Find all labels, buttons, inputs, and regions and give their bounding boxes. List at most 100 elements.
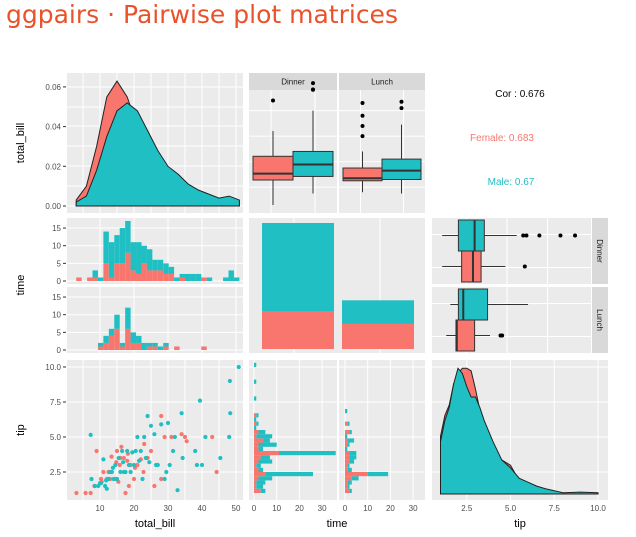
hist-bar-male	[163, 263, 169, 274]
y-tick-label: 5.0	[50, 433, 62, 442]
facet-strip-label: Lunch	[371, 78, 393, 87]
y-tick-label: 0.06	[45, 83, 61, 92]
scatter-point-male	[172, 434, 177, 440]
hist-bar-male	[174, 277, 180, 281]
y-tick-label: 5	[57, 259, 62, 268]
outlier-point	[311, 87, 315, 92]
hist-bar-female	[146, 346, 153, 350]
hist-bar-female	[97, 346, 104, 350]
outlier-point	[360, 113, 365, 118]
hist-bar-female	[254, 434, 257, 439]
x-tick-label: 7.5	[549, 504, 561, 513]
scatter-point-female	[141, 469, 146, 475]
scatter-point-male	[104, 486, 109, 491]
hist-bar-female	[163, 273, 169, 281]
scatter-point-female	[159, 413, 164, 419]
y-tick-label: 0.00	[45, 202, 61, 211]
x-tick-label: 2.5	[461, 504, 473, 513]
hist-bar-female	[87, 277, 93, 281]
y-tick-label: 10	[52, 242, 61, 251]
scatter-point-male	[194, 462, 199, 468]
hist-bar-male	[347, 463, 350, 468]
x-tick-label: 20	[386, 504, 395, 513]
hist-bar-male	[345, 434, 348, 439]
hist-bar-female	[92, 277, 98, 281]
boxplot-female	[455, 319, 476, 352]
y-tick-label: 15	[52, 224, 61, 233]
outlier-point	[399, 99, 404, 104]
scatter-point-female	[126, 483, 131, 489]
scatter-point-male	[138, 448, 143, 454]
outlier-point	[537, 233, 542, 238]
hist-bar-male	[278, 451, 336, 456]
scatter-point-male	[131, 462, 137, 468]
hist-bar-male	[347, 467, 352, 472]
y-tick-label: 0	[57, 277, 62, 286]
hist-bar-male	[349, 488, 352, 493]
x-axis-title: tip	[514, 518, 526, 530]
hist-bar-female	[254, 484, 257, 489]
facet-strip-label: Dinner	[281, 78, 305, 87]
scatter-point-male	[145, 413, 150, 419]
hist-bar-female	[345, 459, 350, 464]
scatter-point-male	[175, 488, 180, 493]
hist-bar-female	[254, 442, 259, 447]
scatter-point-female	[148, 448, 154, 454]
hist-bar-male	[136, 335, 142, 343]
hist-bar-female	[119, 263, 126, 281]
scatter-point-female	[88, 490, 93, 496]
hist-bar-female	[254, 467, 259, 472]
hist-bar-female	[119, 346, 126, 350]
hist-bar-female	[254, 446, 259, 451]
hist-bar-female	[345, 455, 350, 460]
hist-bar-male	[103, 335, 109, 343]
hist-bar-female	[254, 463, 257, 468]
scatter-point-male	[148, 423, 154, 428]
facet-strip-label: Lunch	[595, 309, 604, 331]
hist-bar-female	[163, 346, 169, 350]
hist-bar-female	[103, 263, 109, 281]
scatter-point-female	[210, 434, 215, 440]
page-title: ggpairs · Pairwise plot matrices	[6, 0, 398, 29]
scatter-point-female	[125, 458, 130, 463]
hist-bar-male	[345, 446, 348, 451]
outlier-point	[558, 233, 563, 238]
hist-bar-male	[345, 409, 348, 414]
hist-bar-male	[152, 259, 158, 271]
x-tick-label: 10.0	[590, 504, 606, 513]
facet-strip	[592, 218, 608, 284]
x-tick-label: 20	[130, 504, 139, 513]
panel-correlation	[432, 73, 608, 213]
scatter-point-female	[123, 490, 128, 496]
hist-bar-male	[233, 277, 240, 281]
hist-bar-male	[351, 476, 359, 481]
scatter-point-male	[193, 448, 198, 454]
hist-bar-male	[258, 446, 264, 451]
scatter-point-male	[101, 457, 106, 462]
hist-bar-female	[108, 277, 115, 281]
facet-strip	[339, 73, 425, 90]
scatter-point-female	[169, 434, 174, 440]
scatter-point-male	[110, 465, 116, 470]
x-tick-label: 20	[295, 504, 304, 513]
outlier-point	[360, 134, 365, 139]
hist-bar-male	[119, 342, 126, 347]
scatter-point-male	[203, 434, 208, 440]
outlier-point	[360, 101, 365, 105]
scatter-point-male	[162, 476, 167, 482]
hist-bar-female	[345, 476, 352, 481]
hist-bar-male	[258, 442, 277, 447]
scatter-point-male	[167, 462, 172, 468]
scatter-point-male	[218, 455, 223, 461]
hist-bar-female	[254, 455, 261, 460]
scatter-point-male	[92, 483, 97, 489]
hist-bar-male	[163, 342, 169, 347]
scatter-point-female	[214, 469, 219, 475]
hist-bar-male	[92, 270, 98, 278]
scatter-point-male	[135, 434, 140, 440]
hist-bar-female	[146, 270, 153, 281]
hist-bar-male	[108, 242, 115, 278]
scatter-point-male	[89, 476, 94, 482]
hist-bar-female	[168, 273, 175, 281]
scatter-point-female	[179, 432, 184, 437]
